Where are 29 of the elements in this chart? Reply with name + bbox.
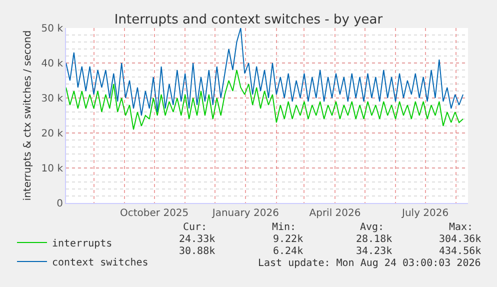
y-tick-label: 10 k [41, 164, 64, 174]
text: 28.18k [356, 234, 392, 245]
legend-label: interrupts [52, 238, 112, 250]
x-tick-label: July 2026 [401, 208, 449, 219]
x-tick-label: April 2026 [309, 208, 361, 219]
chart-title: Interrupts and context switches - by year [114, 12, 384, 28]
text: 34.23k [356, 246, 392, 257]
text: Max: [449, 222, 474, 233]
text: Last update: Mon Aug 24 03:00:03 2026 [258, 258, 481, 269]
y-tick-label: 20 k [41, 128, 64, 140]
y-tick-label: 30 k [41, 94, 64, 104]
legend-label: context switches [52, 257, 148, 268]
text: 6.24k [273, 246, 304, 257]
y-tick-label: 40 k [41, 58, 64, 70]
line-series [66, 70, 464, 130]
y-tick-label: 0 [56, 198, 63, 210]
x-tick-label: October 2025 [120, 208, 189, 219]
text: 24.33k [179, 234, 216, 245]
text: Min: [272, 222, 296, 233]
text: 304.36k [439, 234, 482, 245]
text: Avg: [360, 222, 384, 233]
x-tick-label: January 2026 [211, 208, 279, 219]
text: 9.22k [273, 234, 304, 245]
line-series [66, 28, 464, 116]
y-tick-label: 50 k [41, 24, 64, 34]
text: Cur: [183, 222, 208, 233]
y-axis-title: interrupts & ctx switches / second [22, 30, 34, 201]
text: 30.88k [179, 246, 216, 257]
text: 434.56k [439, 246, 482, 257]
